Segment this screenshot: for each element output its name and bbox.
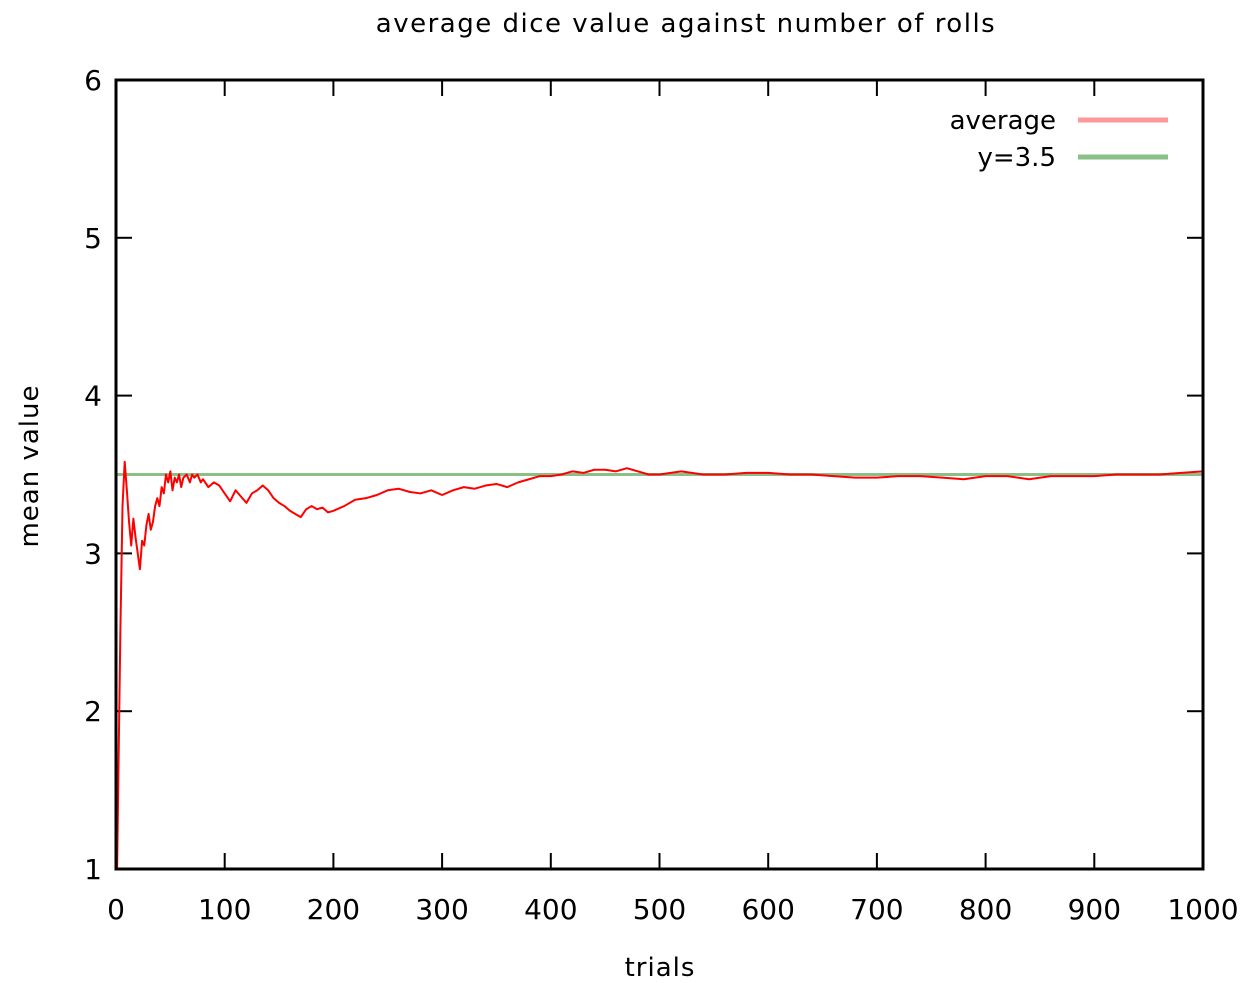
x-tick-label: 700 (850, 893, 903, 926)
x-tick-label: 300 (415, 893, 468, 926)
x-tick-label: 0 (107, 893, 125, 926)
x-tick-label: 500 (633, 893, 686, 926)
y-tick-label: 6 (84, 64, 102, 97)
plot-frame (114, 78, 1205, 871)
y-tick-label: 4 (84, 380, 102, 413)
x-tick-label: 200 (307, 893, 360, 926)
series-layer (116, 460, 1204, 870)
x-tick-label: 1000 (1167, 893, 1238, 926)
y-tick-label: 1 (84, 853, 102, 886)
x-tick-label: 900 (1068, 893, 1121, 926)
y-axis-label: mean value (15, 384, 45, 547)
legend-label: y=3.5 (977, 143, 1056, 173)
x-tick-label: 400 (524, 893, 577, 926)
y-tick-label: 5 (84, 222, 102, 255)
x-axis-label: trials (625, 953, 696, 983)
legend: average y=3.5 (950, 106, 1168, 173)
y-tick-label: 2 (84, 695, 102, 728)
tick-labels: 0 100 200 300 400 500 600 700 800 900 1000 1 2 3 4 5 6 (84, 64, 1238, 926)
x-tick-label: 100 (198, 893, 251, 926)
y-tick-label: 3 (84, 537, 102, 570)
chart-title: average dice value against number of rol… (376, 9, 996, 39)
x-tick-label: 800 (959, 893, 1012, 926)
series-line-average (116, 460, 1204, 870)
x-tick-label: 600 (741, 893, 794, 926)
legend-label: average (950, 106, 1056, 136)
